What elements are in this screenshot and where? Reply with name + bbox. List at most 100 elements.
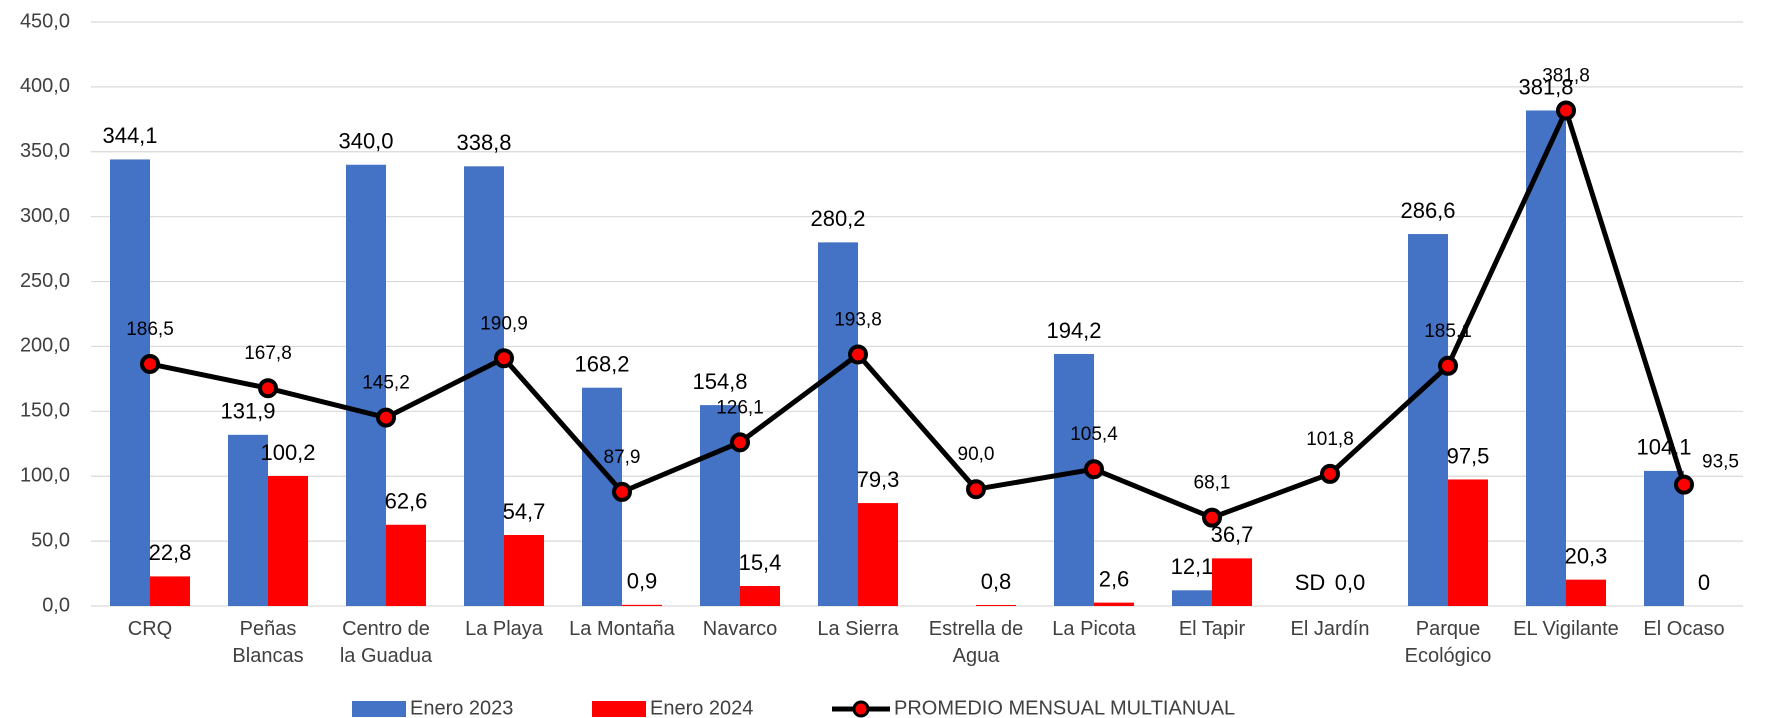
y-tick-label: 50,0 <box>31 529 70 551</box>
bar <box>1408 234 1448 606</box>
y-tick-label: 450,0 <box>20 10 70 32</box>
line-marker <box>612 481 632 502</box>
x-tick-label: Navarco <box>702 618 778 640</box>
bar-value-label: SD <box>1295 570 1326 595</box>
y-tick-label: 150,0 <box>20 400 70 422</box>
bar-value-label: 340,0 <box>338 129 393 154</box>
line-marker <box>1438 355 1458 376</box>
bar-value-label: 131,9 <box>220 399 275 424</box>
legend-swatch <box>352 701 406 717</box>
bar <box>858 503 898 606</box>
y-tick-label: 250,0 <box>20 270 70 292</box>
line-marker <box>848 344 868 365</box>
y-tick-label: 300,0 <box>20 205 70 227</box>
legend-marker <box>852 700 870 718</box>
line-value-label: 167,8 <box>244 343 292 364</box>
y-tick-label: 200,0 <box>20 335 70 357</box>
legend-swatch <box>592 701 646 717</box>
line-marker <box>1320 463 1340 484</box>
line-marker <box>1202 507 1222 528</box>
y-tick-label: 100,0 <box>20 465 70 487</box>
line-value-label: 381,8 <box>1542 66 1590 87</box>
bar <box>1094 602 1134 606</box>
bar-value-label: 286,6 <box>1400 198 1455 223</box>
bar <box>818 242 858 606</box>
bar-value-label: 97,5 <box>1447 443 1490 468</box>
line-value-label: 68,1 <box>1194 473 1231 494</box>
bar <box>1644 470 1684 606</box>
x-tick-label: El Ocaso <box>1643 618 1725 640</box>
bar <box>386 524 426 606</box>
bar-value-label: 22,8 <box>149 540 192 565</box>
legend-label: PROMEDIO MENSUAL MULTIANUAL <box>894 697 1235 718</box>
bar-value-label: 104,1 <box>1636 435 1691 460</box>
x-tick-label: La Playa <box>465 618 543 640</box>
line-value-label: 90,0 <box>958 444 995 465</box>
line <box>149 103 1687 521</box>
line-value-label: 126,1 <box>716 397 764 418</box>
line-marker <box>1674 474 1694 495</box>
bar-value-label: 100,2 <box>260 440 315 465</box>
x-tick-label: La Sierra <box>817 618 899 640</box>
legend-label: Enero 2024 <box>650 697 753 718</box>
line-value-label: 190,9 <box>480 313 528 334</box>
line-value-label: 105,4 <box>1070 424 1118 445</box>
bar-value-label: 0 <box>1698 570 1710 595</box>
line-marker <box>376 407 396 428</box>
bar-value-label: 20,3 <box>1565 543 1608 568</box>
bar <box>976 604 1016 606</box>
y-tick-label: 400,0 <box>20 75 70 97</box>
y-tick-label: 0,0 <box>42 594 70 616</box>
bar <box>740 586 780 606</box>
line-value-label: 186,5 <box>126 319 174 340</box>
bar <box>1054 353 1094 606</box>
x-tick-label: Centro de la Guadua <box>339 618 433 667</box>
bar <box>346 164 386 606</box>
bar <box>1212 558 1252 606</box>
bar <box>268 475 308 606</box>
x-tick-label: CRQ <box>127 618 173 640</box>
line-marker <box>1084 459 1104 480</box>
y-tick-label: 350,0 <box>20 140 70 162</box>
x-tick-label: El Jardín <box>1290 618 1370 640</box>
bar-value-label: 194,2 <box>1046 318 1101 343</box>
line-value-label: 145,2 <box>362 373 410 394</box>
bar-value-label: 2,6 <box>1099 566 1130 591</box>
x-tick-label: Peñas Blancas <box>232 618 304 667</box>
line-value-label: 93,5 <box>1702 452 1739 473</box>
x-tick-label: Estrella de Agua <box>928 618 1024 667</box>
x-tick-label: El Tapir <box>1178 618 1246 640</box>
line-value-label: 185,1 <box>1424 321 1472 342</box>
x-tick-label: La Montaña <box>569 618 675 640</box>
bar-value-label: 154,8 <box>692 369 747 394</box>
bar-value-label: 0,9 <box>627 569 658 594</box>
bar-value-label: 381,8 <box>1518 74 1573 99</box>
line-value-label: 87,9 <box>604 447 641 468</box>
bar-value-label: 338,8 <box>456 130 511 155</box>
bar-value-label: 344,1 <box>102 123 157 148</box>
bar <box>464 166 504 607</box>
bar <box>228 434 268 606</box>
line-value-label: 193,8 <box>834 310 882 331</box>
bar-value-label: 15,4 <box>739 550 782 575</box>
line-value-label: 101,8 <box>1306 429 1354 450</box>
bar-value-label: 0,8 <box>981 569 1012 594</box>
line-marker <box>730 432 750 453</box>
x-tick-label: La Picota <box>1052 618 1136 640</box>
bar-value-label: 79,3 <box>857 467 900 492</box>
bar-value-label: 168,2 <box>574 352 629 377</box>
line-marker <box>140 353 160 374</box>
line-marker <box>258 378 278 399</box>
bar <box>1566 579 1606 606</box>
bar-value-label: 54,7 <box>503 499 546 524</box>
x-tick-label: Parque Ecológico <box>1404 618 1492 667</box>
bar-value-label: 12,1 <box>1171 554 1214 579</box>
bar <box>1526 110 1566 606</box>
line-marker <box>966 479 986 500</box>
legend-label: Enero 2023 <box>410 697 513 718</box>
bar-value-label: 36,7 <box>1211 522 1254 547</box>
line-marker <box>1556 100 1576 121</box>
bar <box>1172 590 1212 606</box>
